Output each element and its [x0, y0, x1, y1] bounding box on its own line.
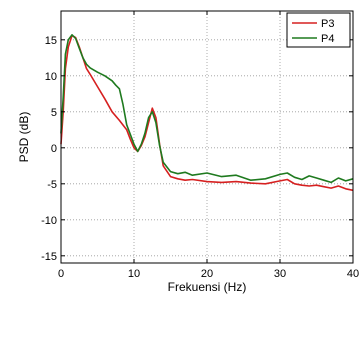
- grid-lines: [61, 11, 353, 263]
- y-axis-label: PSD (dB): [17, 112, 31, 163]
- y-tick-label: 15: [45, 35, 57, 47]
- y-tick-label: -10: [41, 215, 57, 227]
- y-tick-label: 10: [45, 71, 57, 83]
- x-tick-label: 20: [201, 268, 213, 280]
- x-axis-label: Frekuensi (Hz): [168, 280, 247, 294]
- x-tick-label: 30: [274, 268, 286, 280]
- x-tick-label: 10: [128, 268, 140, 280]
- legend-box: [286, 12, 351, 48]
- x-tick-label: 0: [58, 268, 64, 280]
- y-tick-label: 0: [51, 143, 57, 155]
- y-tick-label: -5: [47, 179, 57, 191]
- y-tick-label: -15: [41, 251, 57, 263]
- axis-ticks: 0 10 20 30 40 -15 -10 -5 0 5 10 15: [41, 11, 359, 280]
- legend-label-p3: P3: [321, 18, 334, 30]
- series-line-p4: [60, 33, 354, 184]
- x-tick-label: 40: [347, 268, 359, 280]
- y-tick-label: 5: [51, 107, 57, 119]
- legend-label-p4: P4: [321, 33, 334, 45]
- series-layer: [60, 33, 354, 192]
